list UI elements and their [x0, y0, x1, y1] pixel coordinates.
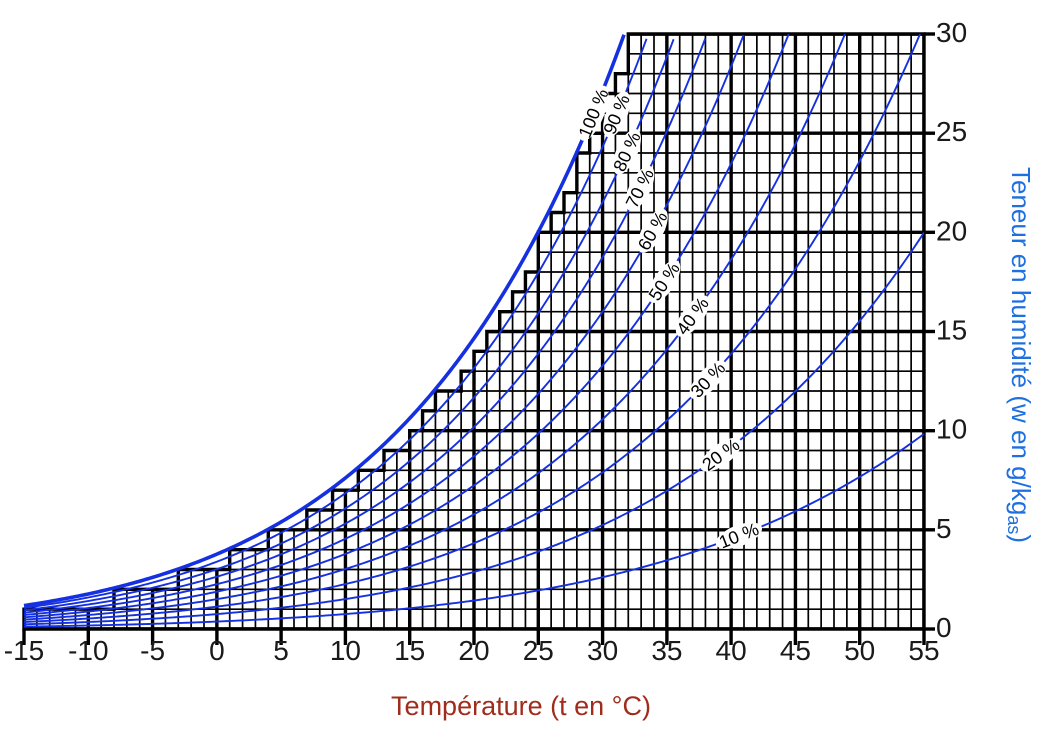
svg-text:25: 25 [936, 116, 967, 147]
svg-text:-15: -15 [4, 635, 44, 666]
svg-text:10: 10 [330, 635, 361, 666]
svg-text:-5: -5 [140, 635, 165, 666]
svg-text:55: 55 [908, 635, 939, 666]
svg-text:45: 45 [780, 635, 811, 666]
svg-text:20: 20 [458, 635, 489, 666]
svg-text:15: 15 [936, 315, 967, 346]
svg-text:0: 0 [209, 635, 225, 666]
svg-text:30: 30 [587, 635, 618, 666]
svg-text:5: 5 [273, 635, 289, 666]
svg-text:25: 25 [523, 635, 554, 666]
svg-text:20: 20 [936, 215, 967, 246]
svg-text:0: 0 [936, 612, 952, 643]
svg-text:-10: -10 [68, 635, 108, 666]
svg-text:5: 5 [936, 513, 952, 544]
svg-text:15: 15 [394, 635, 425, 666]
svg-text:35: 35 [651, 635, 682, 666]
svg-text:50: 50 [844, 635, 875, 666]
svg-text:10: 10 [936, 414, 967, 445]
svg-text:Température (t en °C): Température (t en °C) [391, 691, 651, 721]
svg-text:Teneur en humidité (w en g/kga: Teneur en humidité (w en g/kgas) [1004, 167, 1036, 543]
svg-text:40: 40 [716, 635, 747, 666]
svg-text:30: 30 [936, 17, 967, 48]
